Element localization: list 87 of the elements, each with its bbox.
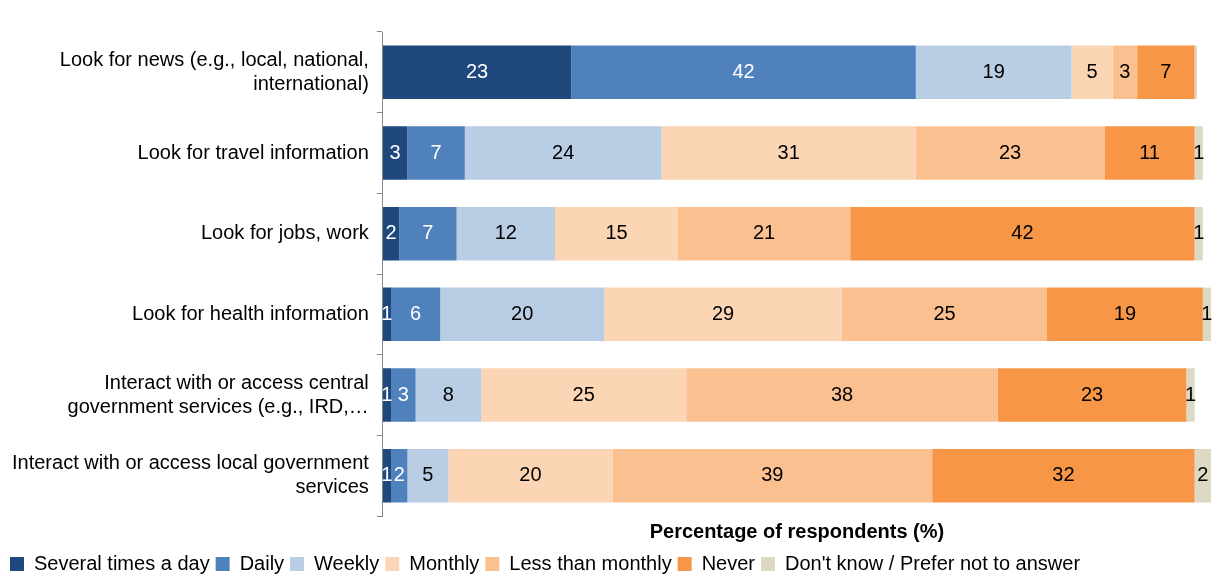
bar xyxy=(440,287,605,342)
y-tick-label: Look for travel information xyxy=(137,140,369,163)
data-label: 11 xyxy=(1139,140,1160,163)
bar xyxy=(678,206,851,261)
bar xyxy=(932,448,1195,503)
legend-label: Less than monthly xyxy=(509,551,672,574)
data-label: 1 xyxy=(381,463,393,486)
data-label: 19 xyxy=(982,59,1005,82)
bar xyxy=(1047,287,1203,342)
data-label: 12 xyxy=(494,221,517,244)
bar xyxy=(1186,368,1195,422)
bar xyxy=(686,368,998,422)
data-label: 2 xyxy=(385,221,397,244)
data-label: 15 xyxy=(605,221,628,244)
data-label: 38 xyxy=(830,382,854,405)
x-axis-title: Percentage of respondents (%) xyxy=(649,519,945,542)
data-label: 1 xyxy=(1201,301,1213,324)
data-label: 5 xyxy=(1086,59,1098,82)
bar xyxy=(382,126,408,180)
y-tick-label: Interact with or access central government services (e.g., IRD,… xyxy=(67,370,369,417)
data-label: 25 xyxy=(933,301,956,324)
data-label: 3 xyxy=(389,140,401,163)
y-tick-label: Look for jobs, work xyxy=(200,221,370,244)
bar xyxy=(464,126,662,180)
data-label: 5 xyxy=(422,463,434,486)
bar xyxy=(661,126,916,180)
bar xyxy=(842,287,1048,342)
data-label: 42 xyxy=(732,59,755,82)
bar xyxy=(997,368,1187,422)
data-label: 23 xyxy=(998,140,1022,163)
bar xyxy=(1104,126,1195,180)
bar xyxy=(391,287,441,342)
data-label: 3 xyxy=(397,382,409,405)
data-label: 23 xyxy=(1080,382,1104,405)
legend-label: Daily xyxy=(239,551,285,574)
data-label: 25 xyxy=(572,382,595,405)
bar xyxy=(612,448,933,503)
data-label: 7 xyxy=(1160,59,1172,82)
data-label: 42 xyxy=(1011,221,1034,244)
bar xyxy=(391,368,416,422)
data-label: 1 xyxy=(1184,382,1197,405)
legend-label: Don't know / Prefer not to answer xyxy=(784,551,1081,574)
data-label: 1 xyxy=(1193,140,1205,163)
data-label: 20 xyxy=(511,301,534,324)
data-label: 1 xyxy=(1193,221,1205,244)
data-label: 2 xyxy=(1197,463,1209,486)
bar xyxy=(382,45,572,100)
data-label: 21 xyxy=(752,221,776,244)
data-label: 2 xyxy=(393,463,405,486)
data-label: 32 xyxy=(1052,463,1075,486)
bar xyxy=(399,206,457,261)
bar xyxy=(915,45,1072,100)
bar xyxy=(915,126,1105,180)
bar xyxy=(555,206,679,261)
data-label: 7 xyxy=(422,221,434,244)
data-label: 1 xyxy=(381,301,393,324)
data-label: 23 xyxy=(466,59,489,82)
legend-label: Never xyxy=(701,551,756,574)
data-label: 39 xyxy=(761,463,784,486)
bar xyxy=(481,368,687,422)
bar xyxy=(1071,45,1113,100)
data-label: 20 xyxy=(519,463,542,486)
y-tick-label: Interact with or access local government services xyxy=(12,451,370,498)
data-label: 8 xyxy=(442,382,454,405)
bar xyxy=(1137,45,1195,100)
data-label: 6 xyxy=(410,301,422,324)
legend-label: Several times a day xyxy=(34,551,210,574)
y-tick-label: Look for news (e.g., local, national, international) xyxy=(59,47,369,94)
bar xyxy=(604,287,843,342)
bar xyxy=(407,126,465,180)
bar xyxy=(850,206,1195,261)
bar xyxy=(415,368,482,422)
bar xyxy=(456,206,556,261)
legend-label: Weekly xyxy=(314,551,380,574)
data-label: 19 xyxy=(1113,301,1137,324)
y-tick-label: Look for health information xyxy=(132,301,369,324)
data-label: 7 xyxy=(430,140,442,163)
legend-label: Monthly xyxy=(409,551,480,574)
bar xyxy=(1112,45,1138,100)
data-label: 29 xyxy=(711,301,735,324)
bar xyxy=(407,448,449,503)
data-label: 24 xyxy=(552,140,575,163)
bar xyxy=(448,448,613,503)
bar xyxy=(571,45,916,100)
data-label: 3 xyxy=(1119,59,1131,82)
data-label: 1 xyxy=(381,382,393,405)
data-label: 31 xyxy=(777,140,800,163)
